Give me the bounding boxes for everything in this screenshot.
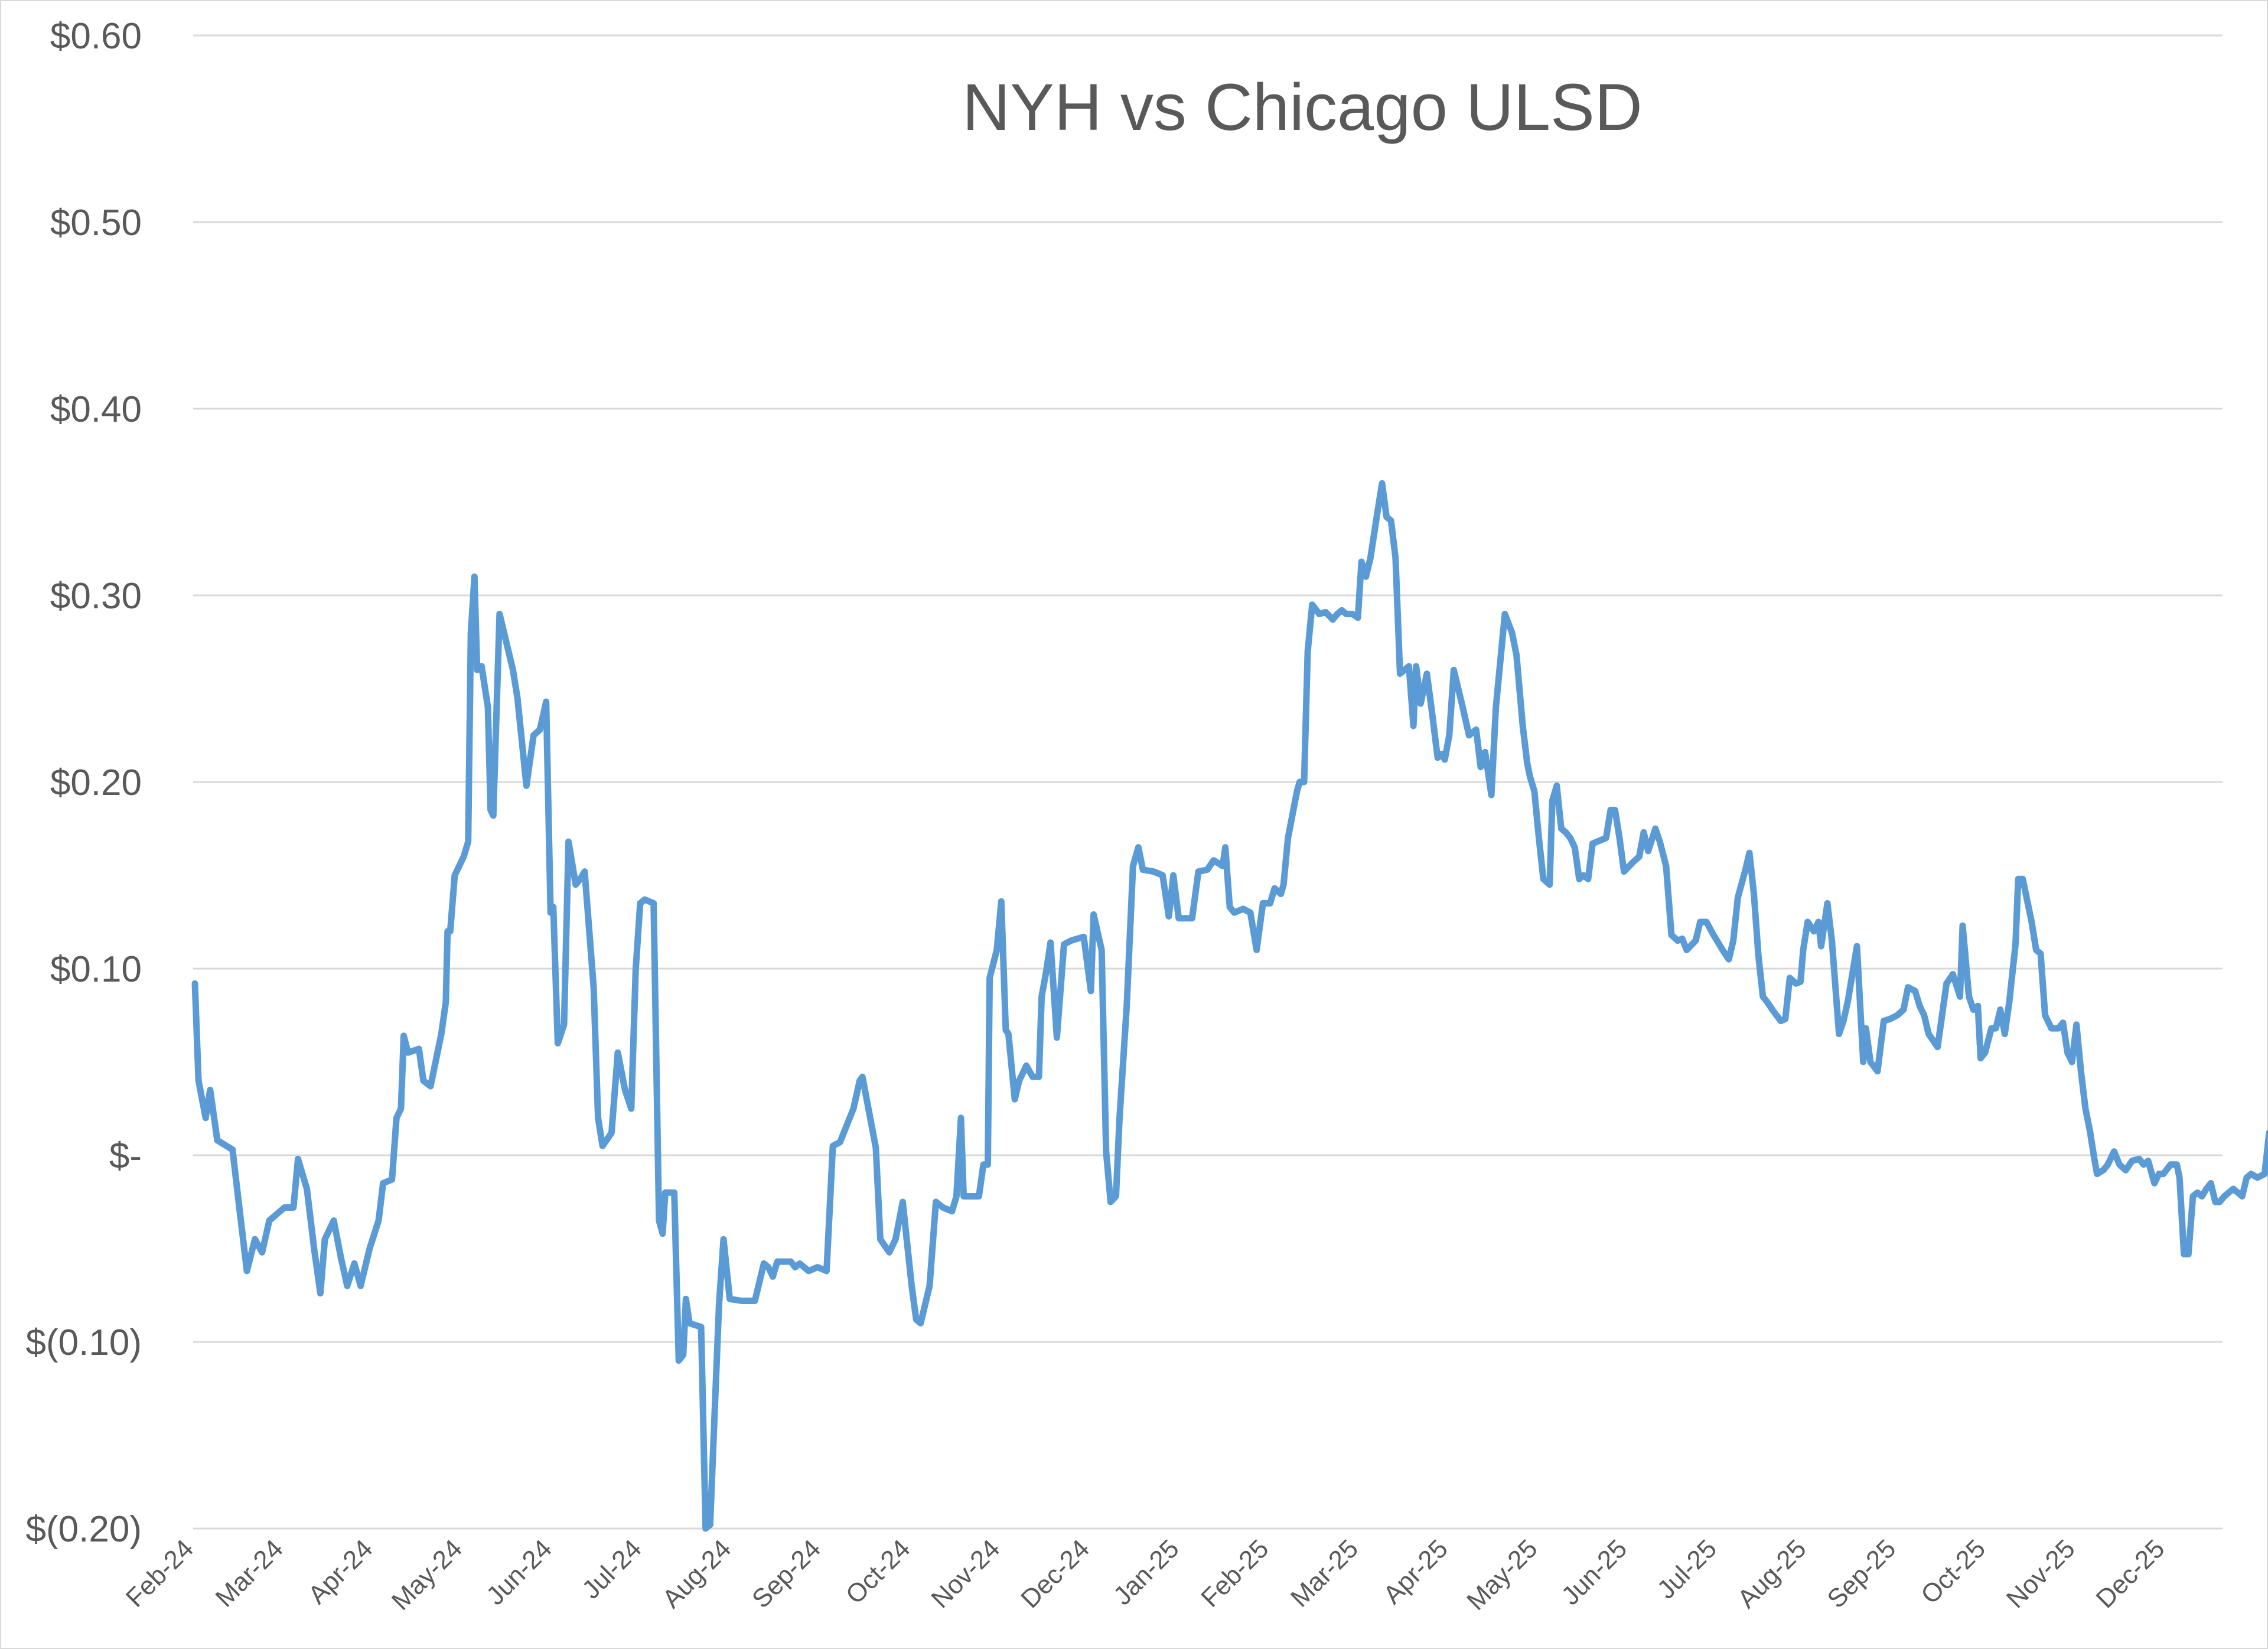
y-tick-label: $0.10: [50, 949, 142, 990]
y-tick-label: $-: [109, 1136, 142, 1177]
x-tick-label: Dec-25: [2091, 1534, 2171, 1614]
series-line: [191, 480, 2268, 1532]
x-tick-label: Sep-25: [1821, 1534, 1901, 1614]
x-tick-label: Apr-25: [1378, 1534, 1454, 1609]
x-tick-label: Jun-25: [1556, 1534, 1632, 1611]
x-tick-label: Jan-25: [1108, 1534, 1185, 1611]
x-tick-label: Mar-24: [210, 1534, 289, 1612]
chart-title: NYH vs Chicago ULSD: [962, 70, 1643, 144]
x-tick-label: Nov-24: [926, 1534, 1005, 1614]
gridlines: [193, 34, 2223, 1530]
x-tick-label: Oct-24: [840, 1534, 916, 1609]
x-tick-label: Aug-25: [1732, 1534, 1812, 1614]
x-tick-label: Jul-25: [1652, 1534, 1722, 1604]
x-tick-label: Oct-25: [1915, 1534, 1991, 1609]
x-tick-label: Dec-24: [1015, 1534, 1095, 1614]
x-tick-label: Sep-24: [747, 1534, 826, 1614]
y-tick-label: $0.20: [50, 762, 142, 803]
x-tick-label: Jun-24: [481, 1534, 558, 1611]
y-tick-label: $(0.10): [26, 1322, 142, 1363]
x-tick-label: Nov-25: [2001, 1534, 2081, 1614]
y-axis-tick-labels: $0.60 $0.50 $0.40 $0.30 $0.20 $0.10 $- $(0.10) $…: [26, 16, 142, 1550]
series-group: [191, 480, 2268, 1532]
x-tick-label: Aug-24: [657, 1534, 737, 1614]
y-tick-label: $(0.20): [26, 1509, 142, 1550]
x-axis-tick-labels: Feb-24 Mar-24 Apr-24 May-24 Jun-24 Jul-24 Aug-…: [120, 1534, 2171, 1615]
x-tick-label: Jul-24: [576, 1534, 647, 1604]
x-tick-label: May-25: [1461, 1534, 1543, 1615]
x-tick-label: Mar-25: [1285, 1534, 1364, 1612]
x-tick-label: Feb-25: [1195, 1534, 1274, 1612]
x-tick-label: Apr-24: [302, 1534, 378, 1609]
y-tick-label: $0.40: [50, 389, 142, 430]
y-tick-label: $0.50: [50, 203, 142, 243]
y-tick-label: $0.60: [50, 16, 142, 57]
x-tick-label: May-24: [386, 1534, 468, 1615]
y-tick-label: $0.30: [50, 576, 142, 617]
